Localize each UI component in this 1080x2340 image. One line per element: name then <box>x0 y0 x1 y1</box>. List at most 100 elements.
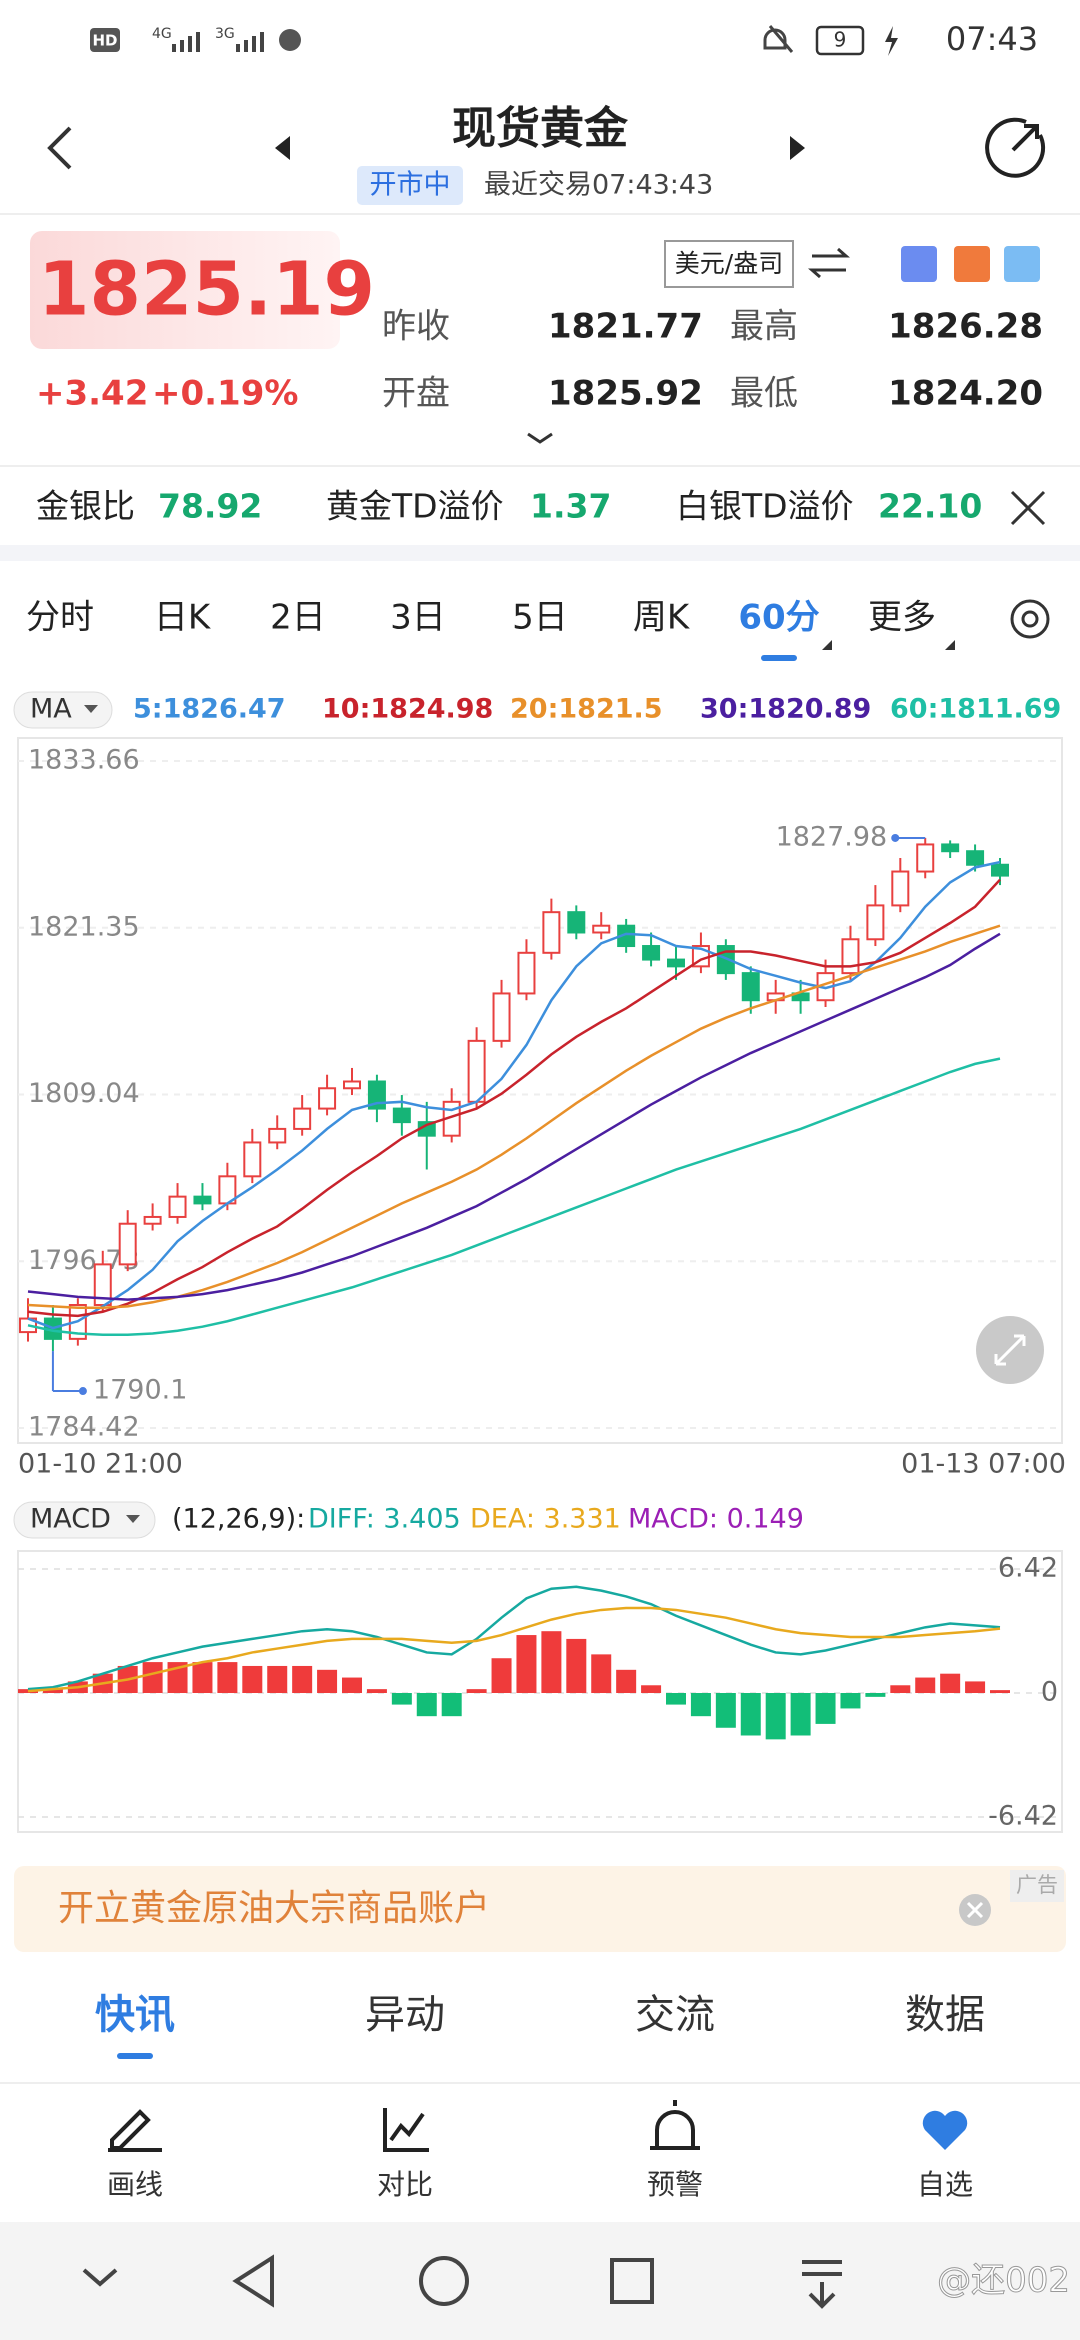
macd-chart: MACD (12,26,9): DIFF: 3.405 DEA: 3.331 MAC… <box>13 1501 1063 1833</box>
battery <box>815 25 865 56</box>
ad-banner[interactable]: 开立黄金原油大宗商品账户 广告 <box>14 1866 1066 1952</box>
news-tab[interactable]: 异动 <box>365 1992 445 2038</box>
diff-line <box>27 1585 1001 1691</box>
macd-bar <box>242 1665 263 1693</box>
macd-bar <box>516 1635 537 1693</box>
tool-icon[interactable] <box>901 246 937 282</box>
macd-bar <box>466 1689 487 1693</box>
ad-text: 开立黄金原油大宗商品账户 <box>58 1888 490 1929</box>
gear-ring <box>1010 599 1050 639</box>
macd-bar <box>317 1669 338 1693</box>
news-tab[interactable]: 交流 <box>635 1992 715 2038</box>
plot-frame <box>17 737 1063 1444</box>
candle-body <box>841 938 860 975</box>
price: 1825.19 <box>38 247 375 333</box>
nav-recent[interactable] <box>610 2258 654 2304</box>
ad-tag: 广告 <box>1016 1873 1058 1897</box>
hd-badge <box>90 28 120 52</box>
status-icon: 4G <box>152 26 172 42</box>
stat-label: 最高 <box>730 307 798 347</box>
toolbar-label[interactable]: 对比 <box>377 2168 433 2201</box>
low-label: 1790.1 <box>93 1375 187 1406</box>
ma-line <box>27 878 1001 1318</box>
macd-bar <box>666 1693 686 1705</box>
macd-bar <box>591 1654 612 1693</box>
refresh-ring <box>985 117 1046 178</box>
y-tick-label: -6.42 <box>988 1801 1058 1832</box>
ratio-value: 22.10 <box>878 487 982 526</box>
price-box <box>30 231 340 349</box>
candle-body <box>517 951 536 995</box>
nav-back[interactable] <box>232 2254 274 2308</box>
refresh-button[interactable] <box>985 117 1046 178</box>
macd-legend: DIFF: 3.405 <box>308 1504 461 1535</box>
macd-bar <box>541 1631 562 1693</box>
macd-bar <box>566 1638 587 1693</box>
ma-line <box>27 932 1001 1301</box>
macd-bar <box>267 1665 288 1693</box>
news-tab[interactable]: 数据 <box>905 1992 985 2038</box>
swap-icon[interactable] <box>808 247 850 279</box>
period-tab[interactable]: 5日 <box>512 598 568 638</box>
prev-button[interactable] <box>275 136 290 160</box>
x-tick-label: 01-10 21:00 <box>18 1449 183 1480</box>
period-tab[interactable]: 分时 <box>26 598 94 638</box>
change: +3.42 <box>36 374 148 414</box>
indicator-selector[interactable] <box>13 1501 156 1539</box>
separator <box>0 545 1080 561</box>
nav-hide[interactable] <box>82 2268 118 2287</box>
toolbar-label[interactable]: 自选 <box>917 2168 973 2201</box>
tool-icon[interactable] <box>1004 246 1040 282</box>
period-tab[interactable]: 2日 <box>270 598 326 638</box>
candle-body <box>268 1127 287 1144</box>
battery-level: 9 <box>834 28 847 52</box>
candle-body <box>467 1039 486 1103</box>
macd-bar <box>690 1693 711 1717</box>
status-icon: HD <box>92 32 117 50</box>
status-icon: 3G <box>215 26 235 42</box>
period-tab[interactable]: 60分 <box>738 598 819 638</box>
candle-body <box>492 992 511 1042</box>
back-button[interactable] <box>47 126 72 170</box>
ad-close-x <box>966 1901 984 1919</box>
toolbar: 画线 对比 预警 自选 <box>107 2100 973 2201</box>
candle-chart: MA 5:1826.47 10:1824.98 20:1821.5 30:1820.8… <box>13 691 1066 1480</box>
tool-icon[interactable] <box>954 246 990 282</box>
news-tab[interactable]: 快讯 <box>95 1992 175 2038</box>
close-ratios[interactable] <box>1010 490 1046 526</box>
candle-body <box>392 1107 411 1124</box>
period-tab[interactable]: 日K <box>154 598 212 638</box>
macd-bar <box>715 1693 736 1728</box>
stat-value: 1826.28 <box>888 307 1043 347</box>
candle-body <box>343 1080 361 1090</box>
candle-body <box>891 870 910 907</box>
ma-selector[interactable] <box>13 691 113 729</box>
toolbar-label[interactable]: 画线 <box>107 2168 163 2201</box>
refresh-arrow <box>1011 124 1039 152</box>
macd-bar <box>391 1693 412 1705</box>
macd-bar <box>790 1693 811 1736</box>
period-tab[interactable]: 周K <box>633 598 691 638</box>
unit-box[interactable] <box>664 240 794 288</box>
macd-bar <box>42 1689 63 1693</box>
candle-body <box>542 911 561 954</box>
watch-icon <box>922 2110 968 2150</box>
period-tab[interactable]: 更多 <box>868 598 936 638</box>
next-button[interactable] <box>790 136 805 160</box>
ma-legend: 20:1821.5 <box>510 694 663 725</box>
nav-notify[interactable] <box>802 2260 842 2309</box>
nav-home[interactable] <box>419 2256 469 2306</box>
dropdown-arrow <box>84 705 98 713</box>
macd-legend: MACD: 0.149 <box>628 1504 804 1535</box>
period-tab[interactable]: 3日 <box>390 598 446 638</box>
ratio-label: 白银TD溢价 <box>676 487 854 526</box>
candle-body <box>966 850 985 866</box>
macd-bar <box>815 1693 836 1724</box>
settings-button[interactable] <box>1010 599 1050 639</box>
ratio-value: 1.37 <box>530 487 611 526</box>
stat-label: 开盘 <box>382 374 450 414</box>
expand-chevron[interactable] <box>527 432 553 444</box>
clock: 07:43 <box>946 20 1038 58</box>
toolbar-label[interactable]: 预警 <box>647 2168 703 2201</box>
